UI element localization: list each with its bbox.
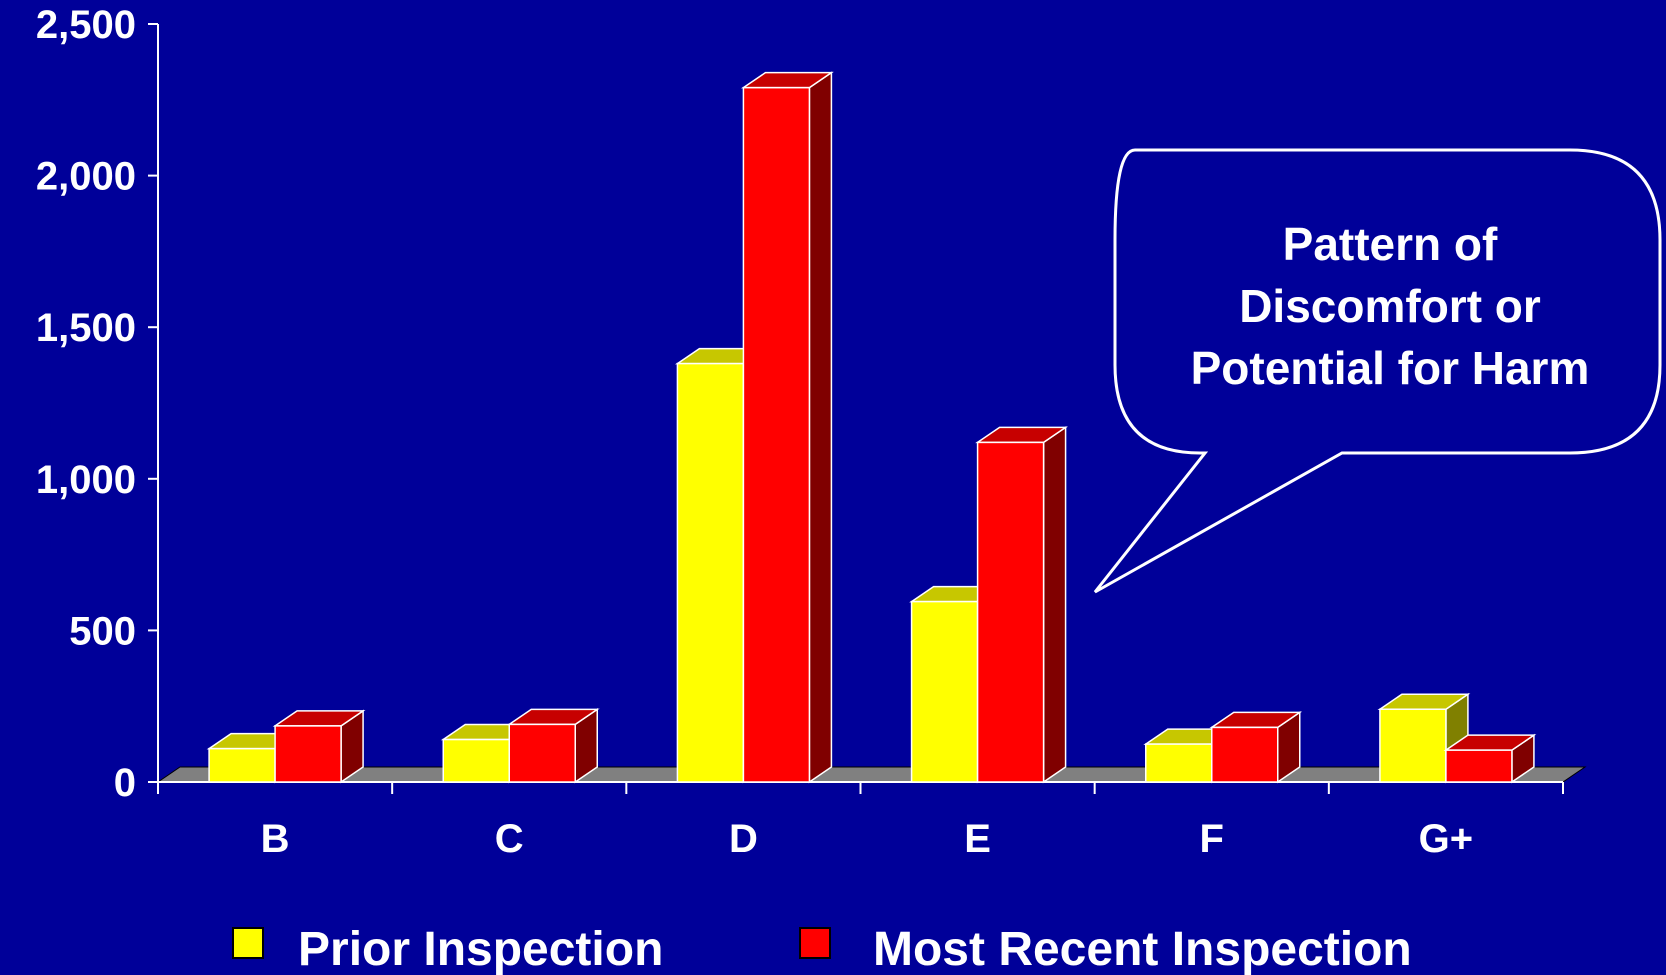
bar-D-recent — [740, 71, 834, 784]
legend: Prior Inspection Most Recent Inspection — [232, 923, 1412, 975]
bar-front — [1211, 726, 1279, 783]
y-tick-label: 2,000 — [36, 155, 136, 199]
annotation-callout: Pattern of Discomfort or Potential for H… — [1093, 148, 1662, 594]
y-tick-label: 500 — [69, 609, 136, 653]
legend-item-prior: Prior Inspection — [232, 923, 663, 975]
chart-axes — [157, 24, 1564, 794]
bar-G+-recent — [1443, 733, 1537, 784]
legend-swatch-recent — [799, 927, 831, 959]
bar-front — [976, 441, 1045, 783]
chart-floor — [156, 766, 1587, 783]
bars — [206, 71, 1537, 784]
bar-C-recent — [506, 707, 600, 784]
bar-front — [910, 600, 979, 783]
callout-line-2: Discomfort or — [1239, 280, 1541, 332]
bar-side — [808, 71, 833, 784]
x-axis-labels: B C D E F G+ — [261, 817, 1474, 861]
x-tick-label: E — [964, 817, 991, 861]
legend-swatch-prior — [232, 927, 264, 959]
legend-label-prior: Prior Inspection — [298, 923, 663, 975]
bar-B-recent — [272, 709, 366, 784]
y-tick-label: 2,500 — [36, 3, 136, 47]
y-tick-label: 1,000 — [36, 458, 136, 502]
x-tick-label: B — [261, 817, 290, 861]
bar-E-recent — [975, 425, 1069, 784]
legend-label-recent: Most Recent Inspection — [873, 923, 1412, 975]
x-tick-label: G+ — [1419, 817, 1473, 861]
bar-front — [1379, 708, 1447, 783]
bar-G+-prior — [1377, 692, 1471, 784]
y-axis-ticks: 0 500 1,000 1,500 2,000 2,500 — [36, 3, 158, 805]
bar-front — [442, 738, 510, 783]
bar-front — [1145, 743, 1213, 783]
y-tick-label: 1,500 — [36, 306, 136, 350]
bar-F-recent — [1209, 711, 1303, 784]
bar-front — [1445, 749, 1513, 783]
bar-front — [274, 725, 342, 783]
callout-line-3: Potential for Harm — [1191, 342, 1590, 394]
callout-line-1: Pattern of — [1283, 218, 1498, 270]
x-tick-label: D — [729, 817, 758, 861]
x-tick-label: C — [495, 817, 524, 861]
bar-front — [508, 723, 576, 783]
x-tick-label: F — [1200, 817, 1224, 861]
bar-side — [1042, 425, 1067, 784]
legend-item-recent: Most Recent Inspection — [799, 923, 1412, 975]
callout-bubble — [1093, 148, 1662, 594]
y-tick-label: 0 — [114, 761, 136, 805]
chart-floor-plane — [156, 766, 1587, 783]
bar-front — [742, 86, 811, 783]
bar-front — [208, 747, 276, 783]
bar-front — [676, 362, 745, 783]
